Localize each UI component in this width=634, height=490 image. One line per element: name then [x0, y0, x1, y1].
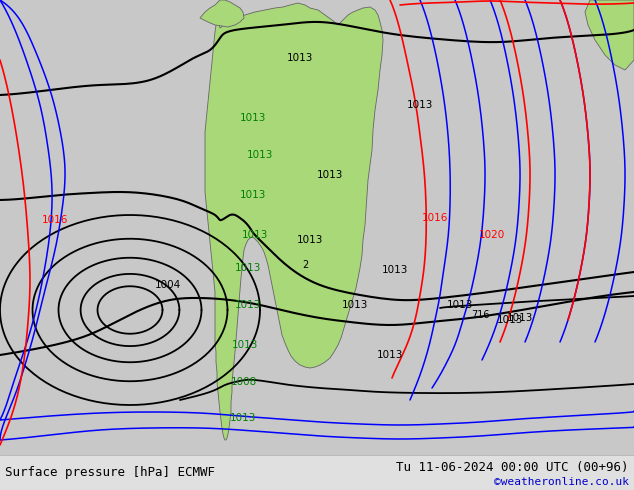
Text: 1013: 1013 — [287, 53, 313, 63]
Text: 1013: 1013 — [317, 170, 343, 180]
Text: 1013: 1013 — [232, 340, 258, 350]
Text: 1004: 1004 — [155, 280, 181, 290]
Text: 1013: 1013 — [447, 300, 473, 310]
Text: 1013: 1013 — [507, 313, 533, 323]
Text: 716: 716 — [471, 310, 489, 320]
Text: 1013: 1013 — [382, 265, 408, 275]
Text: 1013: 1013 — [235, 300, 261, 310]
Text: ©weatheronline.co.uk: ©weatheronline.co.uk — [494, 477, 629, 487]
Text: 1013: 1013 — [242, 230, 268, 240]
Bar — [0, 455, 634, 490]
Text: 1013: 1013 — [247, 150, 273, 160]
Text: 1016: 1016 — [422, 213, 448, 223]
Text: 1016: 1016 — [42, 215, 68, 225]
Text: 1013: 1013 — [377, 350, 403, 360]
Polygon shape — [200, 0, 244, 27]
Text: Tu 11-06-2024 00:00 UTC (00+96): Tu 11-06-2024 00:00 UTC (00+96) — [396, 461, 629, 473]
Text: 1013: 1013 — [342, 300, 368, 310]
Text: 1008: 1008 — [231, 377, 257, 387]
Text: 1013: 1013 — [407, 100, 433, 110]
Text: 1013: 1013 — [235, 263, 261, 273]
Text: 1013: 1013 — [240, 190, 266, 200]
Text: 1013: 1013 — [497, 315, 523, 325]
Text: 1013: 1013 — [230, 413, 256, 423]
Text: Surface pressure [hPa] ECMWF: Surface pressure [hPa] ECMWF — [5, 466, 215, 479]
Polygon shape — [205, 3, 383, 440]
Text: 2: 2 — [302, 260, 308, 270]
Text: 1013: 1013 — [240, 113, 266, 123]
Text: 1020: 1020 — [479, 230, 505, 240]
Text: 1013: 1013 — [297, 235, 323, 245]
Polygon shape — [585, 0, 634, 70]
